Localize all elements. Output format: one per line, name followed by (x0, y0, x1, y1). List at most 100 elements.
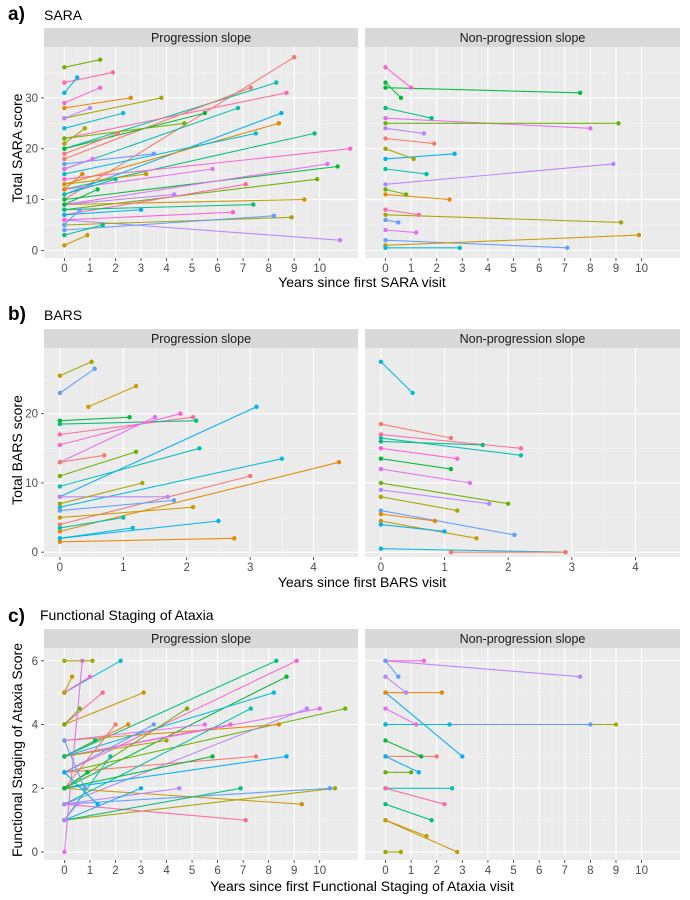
x-axis-title: Years since first Functional Staging of … (210, 878, 514, 894)
data-point (152, 415, 158, 420)
data-point (378, 466, 384, 472)
x-tick-label: 1 (441, 562, 447, 574)
series-line (64, 127, 86, 145)
series-line (380, 548, 566, 553)
data-point (235, 105, 241, 111)
data-point (85, 770, 90, 775)
x-tick-label: 10 (313, 263, 326, 275)
series-line (59, 527, 133, 539)
data-point (62, 90, 67, 96)
series-line (63, 740, 86, 789)
data-point (378, 421, 384, 427)
y-tick-label: 0 (32, 547, 38, 559)
x-tick-label: 2 (112, 263, 118, 275)
data-point (467, 480, 473, 486)
data-point (383, 121, 388, 126)
series-line (64, 132, 257, 175)
series-line (64, 198, 305, 206)
data-point (410, 390, 415, 396)
facet-non-progression: Non-progression slope 0 1 2 3 4 (365, 329, 680, 574)
data-point (62, 207, 67, 212)
x-tick-label: 3 (569, 562, 575, 574)
series-group (62, 55, 353, 248)
data-point (449, 786, 455, 791)
series-line (59, 499, 175, 512)
data-point (57, 418, 63, 423)
y-axis-title: Functional Staging of Ataxia Score (9, 643, 25, 857)
series-line (385, 87, 581, 94)
series-line (59, 537, 235, 543)
y-axis-title: Total SARA score (9, 93, 25, 202)
series-line (64, 723, 205, 742)
data-point (378, 518, 384, 524)
facet-strip-label: Non-progression slope (460, 31, 586, 45)
series-line (59, 420, 197, 425)
data-point (62, 105, 67, 111)
series-line (380, 440, 483, 446)
series-line (59, 368, 96, 394)
series-line (59, 447, 200, 487)
data-point (611, 161, 616, 167)
series-line (63, 756, 111, 821)
data-point (95, 187, 100, 192)
data-point (383, 786, 388, 791)
data-point (383, 770, 388, 775)
data-point (232, 536, 237, 541)
data-point (378, 546, 384, 551)
series-line (385, 188, 407, 195)
data-point (57, 508, 63, 513)
plot-background (365, 648, 680, 860)
x-tick-label: 6 (536, 263, 542, 275)
series-line (385, 163, 614, 185)
series-line (385, 787, 445, 805)
series-line (64, 209, 81, 226)
data-point (57, 525, 63, 531)
series-line (64, 132, 315, 190)
series-line (385, 209, 419, 216)
data-point (92, 738, 98, 743)
series-line (59, 413, 181, 446)
data-point (102, 453, 107, 458)
data-point (276, 121, 282, 126)
data-point (332, 786, 338, 791)
data-point (62, 177, 67, 182)
series-line (385, 137, 435, 145)
facet-strip (44, 329, 358, 348)
x-tick-label: 1 (408, 263, 414, 275)
series-line (64, 724, 155, 773)
series-line (64, 71, 114, 84)
data-point (448, 435, 454, 441)
data-point (343, 706, 348, 711)
series-line (380, 423, 452, 439)
series-line (380, 482, 509, 505)
data-point (434, 754, 439, 759)
data-point (337, 238, 343, 243)
data-point (113, 177, 118, 182)
x-tick-label: 1 (87, 263, 93, 275)
data-point (127, 415, 132, 420)
x-tick-label: 7 (562, 263, 568, 275)
data-point (62, 126, 67, 131)
data-point (336, 460, 342, 465)
series-line (64, 97, 131, 109)
data-point (577, 674, 583, 679)
data-point (383, 116, 388, 121)
data-point (151, 151, 156, 156)
y-tick-label: 20 (25, 409, 38, 421)
data-point (62, 156, 67, 162)
data-point (474, 536, 479, 541)
series-line (59, 416, 130, 422)
data-point (512, 532, 517, 538)
x-axis-title: Years since first SARA visit (278, 274, 446, 290)
series-line (385, 214, 622, 223)
series-line (64, 178, 318, 211)
series-line (59, 517, 124, 529)
series-line (64, 168, 213, 190)
panel-b-letter: b) (8, 304, 26, 325)
data-point (299, 802, 304, 807)
series-line (64, 692, 274, 757)
facet-non-progression: Non-progression slope 0 1 2 3 4 5 6 7 8 9 10 (365, 28, 680, 275)
series-line (64, 787, 142, 821)
series-line (64, 803, 246, 821)
series-line (385, 819, 427, 837)
